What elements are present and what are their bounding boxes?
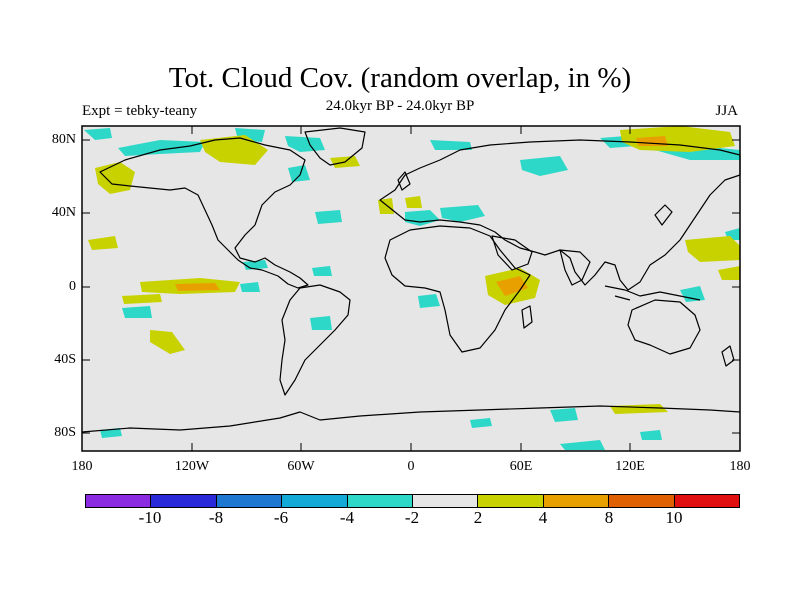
cyan-patch [440,205,485,222]
japan-outline [654,204,673,226]
cyan-patch [680,286,705,302]
yellow-patch [150,330,185,354]
coastlines [81,127,741,433]
lat-label: 40N [51,205,76,220]
lat-label: 0 [69,279,76,294]
colorbar-box [151,495,217,507]
india-outline [559,249,591,286]
colorbar-box [478,495,544,507]
colorbar-box [347,495,414,507]
lon-label: 180 [71,459,93,474]
yellow-patch [122,294,162,304]
yellow-patch [718,266,740,280]
cyan-patch [470,418,492,428]
orange-patch [175,283,220,291]
lat-label: 80S [54,425,76,440]
axis-ticks [81,126,741,451]
colorbar-label: -8 [208,508,224,527]
colorbar-box [609,495,675,507]
colorbar-label: -6 [273,508,289,527]
cyan-patch [550,408,578,422]
cyan-patch [312,266,332,276]
lon-label: 180 [729,459,751,474]
lon-label: 120E [615,459,645,474]
colorbar-box [86,495,152,507]
cyan-patch [520,156,568,176]
colorbar-box [674,495,740,507]
yellow-patch [200,135,268,165]
map-subtitle: 24.0kyr BP - 24.0kyr BP [325,98,475,114]
cyan-patch [640,430,662,440]
cyan-patch [405,210,440,226]
lat-label: 80N [51,132,76,147]
anomaly-patches [84,126,740,450]
colorbar [85,494,740,508]
colorbar-box [216,495,283,507]
cyan-patch [418,294,440,308]
arabia-outline [491,235,533,271]
antarctica-outline [81,405,741,433]
lon-label: 60E [509,459,533,474]
cyan-patch [84,128,112,140]
cyan-patch [122,306,152,318]
colorbar-label: 2 [473,508,483,527]
cyan-patch [560,440,605,450]
cyan-patch [315,210,342,224]
yellow-patch [88,236,118,250]
map-title: Tot. Cloud Cov. (random overlap, in %) [168,62,632,94]
colorbar-label: -4 [339,508,355,527]
north-america-outline [99,137,309,289]
experiment-label: Expt = tebky-teany [82,103,198,119]
colorbar-label: 8 [604,508,614,527]
uk-outline [397,171,411,191]
africa-outline [384,225,531,353]
lon-label: 0 [407,459,415,474]
cyan-patch [310,316,332,330]
cyan-patch [288,165,310,182]
cyan-patch [118,140,205,156]
islands-outline [604,285,701,301]
lon-label: 120W [174,459,210,474]
cyan-patch [430,140,472,150]
cyan-patch [240,282,260,292]
yellow-patch [405,196,422,208]
south-america-outline [279,284,351,396]
colorbar-box [282,495,348,507]
colorbar-box [543,495,610,507]
season-label: JJA [715,103,738,119]
colorbar-label: -2 [404,508,420,527]
colorbar-label: -10 [138,508,162,527]
yellow-patch [685,236,740,262]
eurasia-outline [379,139,741,291]
australia-outline [627,299,701,355]
greenland-outline [304,127,366,166]
lon-label: 60W [287,459,315,474]
cyan-patch [285,136,325,152]
colorbar-box [413,495,479,507]
colorbar-label: 4 [538,508,548,527]
orange-patch [496,276,528,296]
lat-label: 40S [54,352,76,367]
madagascar-outline [521,305,533,329]
colorbar-label: 10 [665,508,683,527]
